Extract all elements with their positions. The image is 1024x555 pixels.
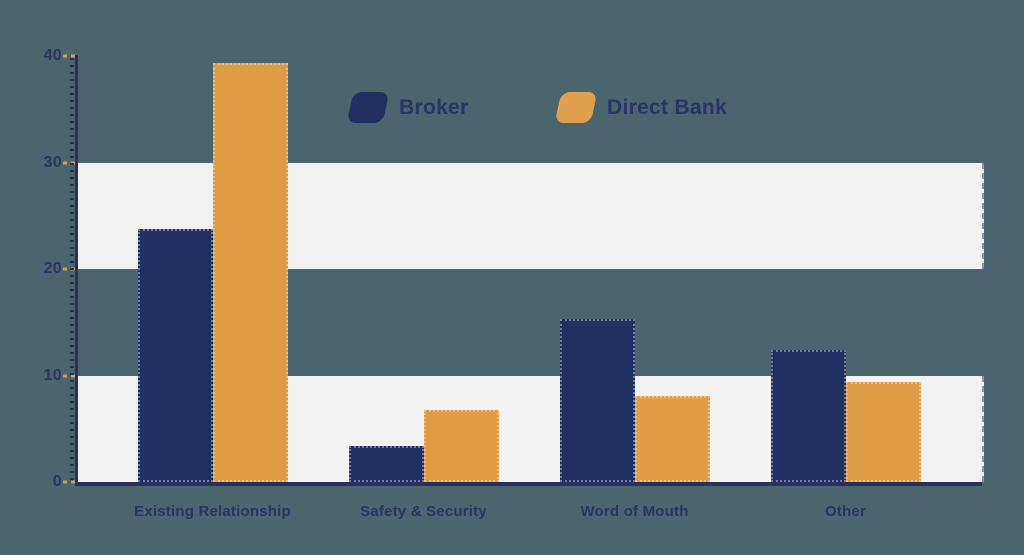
broker-legend-swatch-icon: [346, 92, 390, 123]
x-axis-line: [75, 482, 982, 486]
bar-broker-existing-relationship: [137, 228, 213, 482]
bar-direct-bank-existing-relationship: [212, 63, 288, 482]
broker-legend-label: Broker: [399, 95, 469, 119]
y-axis-tick-mark-30: [63, 161, 75, 164]
y-axis-tick-mark-10: [63, 374, 75, 377]
y-axis-line: [75, 55, 78, 486]
bar-direct-bank-word-of-mouth: [634, 395, 710, 482]
bar-broker-word-of-mouth: [559, 319, 635, 482]
legend-item-broker: Broker: [346, 92, 469, 123]
y-axis-tick-mark-0: [63, 480, 75, 484]
legend-item-direct-bank: Direct Bank: [554, 92, 728, 123]
y-axis-minor-ticks: [70, 58, 74, 482]
x-axis-label-other: Other: [824, 503, 867, 520]
bar-broker-safety-security: [348, 445, 424, 482]
direct-bank-legend-swatch-icon: [554, 92, 598, 123]
bar-direct-bank-other: [845, 381, 921, 482]
y-axis-tick-label-20: 20: [43, 260, 62, 277]
bar-direct-bank-safety-security: [423, 409, 499, 482]
y-axis-tick-label-0: 0: [52, 473, 62, 490]
x-axis-label-safety-security: Safety & Security: [360, 503, 487, 520]
bar-broker-other: [770, 349, 846, 482]
y-axis-tick-label-10: 10: [43, 366, 62, 384]
direct-bank-legend-label: Direct Bank: [607, 95, 728, 119]
x-axis-label-word-of-mouth: Word of Mouth: [580, 503, 689, 520]
y-axis-tick-label-40: 40: [43, 47, 62, 64]
x-axis-label-existing-relationship: Existing Relationship: [134, 503, 291, 520]
y-axis-tick-mark-20: [63, 267, 75, 271]
y-axis-tick-mark-40: [63, 54, 75, 58]
y-axis-tick-label-30: 30: [43, 153, 62, 171]
